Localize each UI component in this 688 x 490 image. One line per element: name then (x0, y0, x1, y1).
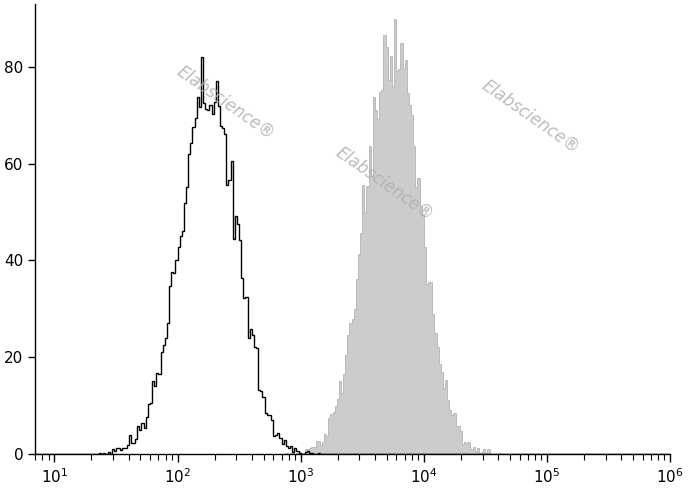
Text: Elabscience®: Elabscience® (478, 76, 583, 157)
Text: Elabscience®: Elabscience® (173, 63, 278, 144)
Text: Elabscience®: Elabscience® (332, 144, 437, 224)
